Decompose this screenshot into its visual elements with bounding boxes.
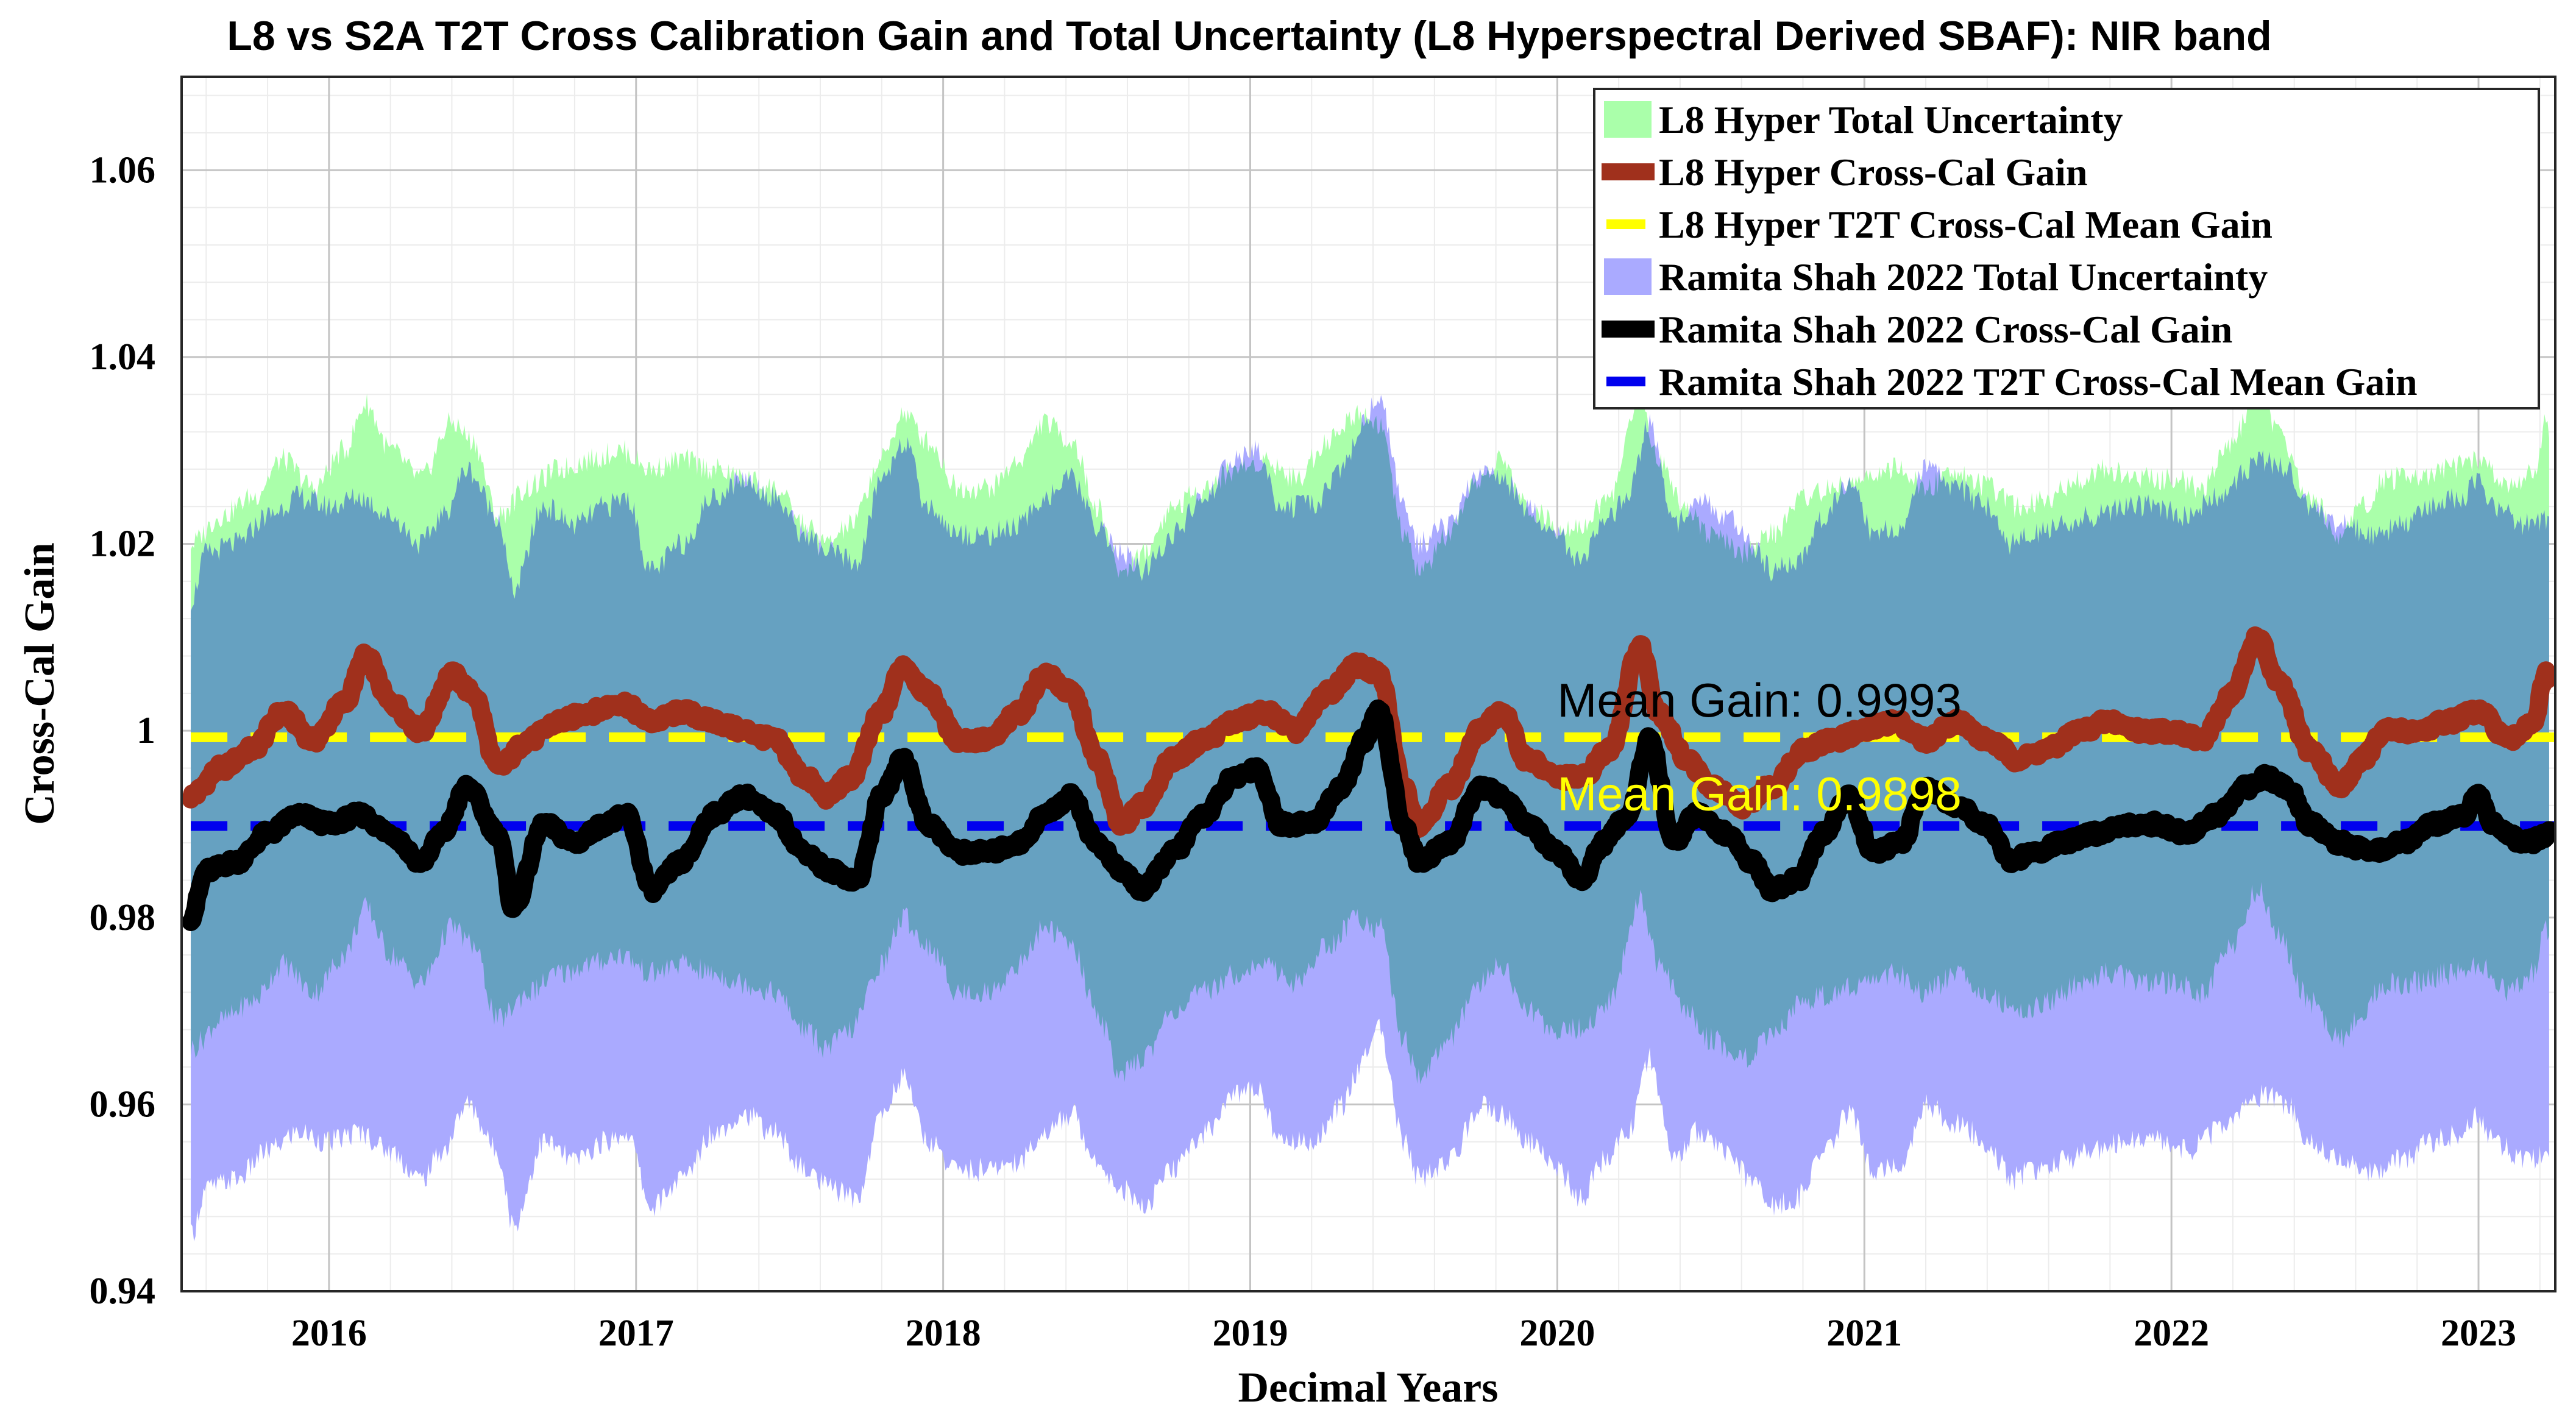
plot-frame bbox=[180, 76, 2556, 1292]
legend-swatch bbox=[1604, 101, 1652, 138]
x-axis: 2016 2017 2018 2019 2020 2021 2022 2023 bbox=[291, 1313, 2516, 1354]
y-tick-label: 0.98 bbox=[90, 897, 156, 938]
legend-entry-label: L8 Hyper Total Uncertainty bbox=[1659, 98, 2123, 141]
x-tick-label: 2016 bbox=[291, 1313, 367, 1354]
legend-swatch bbox=[1604, 258, 1652, 295]
l8-gain-line bbox=[182, 626, 2555, 838]
x-tick-label: 2021 bbox=[1826, 1313, 1902, 1354]
legend-box bbox=[1593, 88, 2540, 409]
y-axis: 0.94 0.96 0.98 1 1.02 1.04 1.06 bbox=[90, 149, 156, 1312]
y-tick-label: 0.96 bbox=[90, 1083, 156, 1125]
mean-gain-annotation-l8: Mean Gain: 0.9993 bbox=[1557, 673, 1961, 727]
rs-gain-line bbox=[182, 699, 2555, 931]
y-tick-label: 1 bbox=[137, 710, 155, 751]
y-axis-label: Cross-Cal Gain bbox=[16, 542, 63, 824]
y-tick-label: 0.94 bbox=[90, 1271, 156, 1312]
x-tick-label: 2017 bbox=[598, 1313, 674, 1354]
mean-gain-annotation-rs: Mean Gain: 0.9898 bbox=[1557, 767, 1961, 820]
legend-entry-label: L8 Hyper T2T Cross-Cal Mean Gain bbox=[1659, 203, 2273, 246]
y-tick-label: 1.06 bbox=[90, 149, 156, 191]
x-tick-label: 2019 bbox=[1213, 1313, 1288, 1354]
x-tick-label: 2022 bbox=[2134, 1313, 2209, 1354]
chart-title: L8 vs S2A T2T Cross Calibration Gain and… bbox=[227, 13, 2271, 59]
x-tick-label: 2020 bbox=[1519, 1313, 1595, 1354]
y-tick-label: 1.02 bbox=[90, 523, 156, 565]
x-tick-label: 2018 bbox=[906, 1313, 981, 1354]
x-axis-label: Decimal Years bbox=[1238, 1364, 1499, 1411]
y-tick-label: 1.04 bbox=[90, 336, 156, 378]
legend-entry-label: Ramita Shah 2022 Cross-Cal Gain bbox=[1659, 308, 2232, 351]
legend-entry-label: Ramita Shah 2022 Total Uncertainty bbox=[1659, 255, 2268, 299]
legend-entry-label: L8 Hyper Cross-Cal Gain bbox=[1659, 151, 2087, 194]
x-tick-label: 2023 bbox=[2441, 1313, 2516, 1354]
legend-entry-label: Ramita Shah 2022 T2T Cross-Cal Mean Gain bbox=[1659, 360, 2418, 403]
legend: L8 Hyper Total Uncertainty L8 Hyper Cross… bbox=[1593, 88, 2540, 409]
